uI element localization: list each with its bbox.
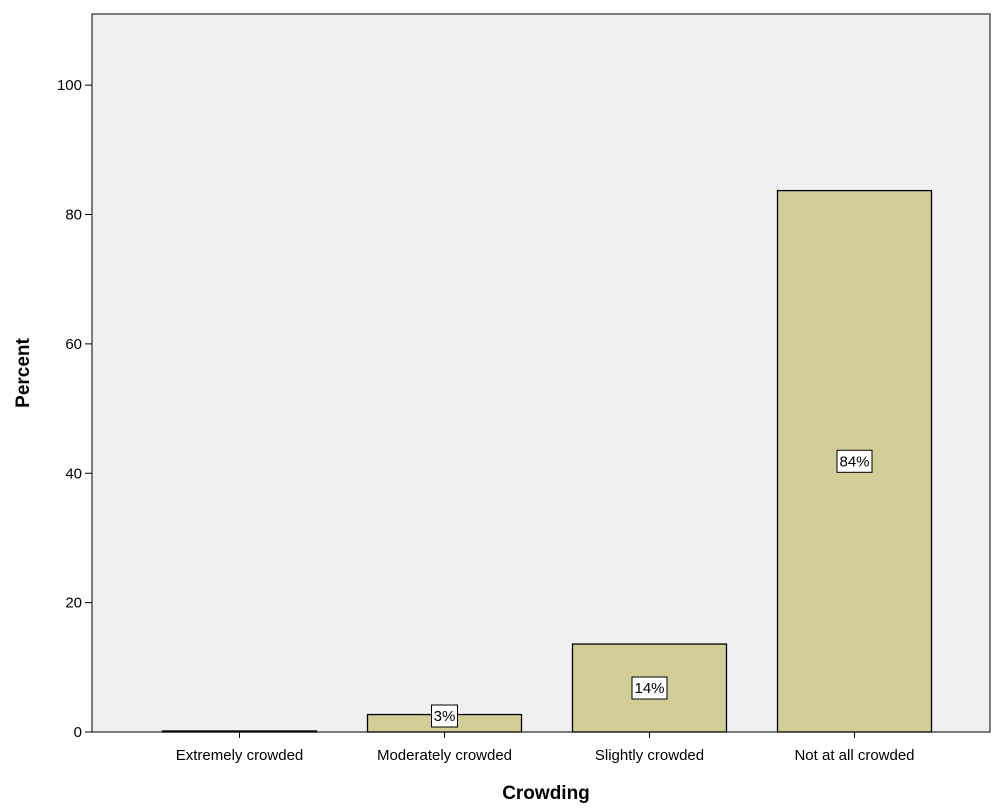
y-tick-label: 40 bbox=[65, 465, 82, 482]
y-tick-label: 100 bbox=[57, 77, 82, 94]
data-label: 14% bbox=[634, 680, 664, 697]
x-category-label: Slightly crowded bbox=[595, 747, 704, 764]
data-label-box bbox=[631, 676, 668, 700]
y-tick-label: 60 bbox=[65, 336, 82, 353]
data-label-box bbox=[431, 704, 458, 728]
x-category-label: Not at all crowded bbox=[794, 747, 914, 764]
y-tick-label: 80 bbox=[65, 207, 82, 224]
data-label: 84% bbox=[839, 453, 869, 470]
x-category-label: Extremely crowded bbox=[176, 747, 304, 764]
data-label: 3% bbox=[434, 708, 456, 725]
x-axis-title: Crowding bbox=[502, 783, 590, 804]
data-label-box bbox=[836, 449, 873, 473]
y-axis: 0 20 40 60 80 100 bbox=[57, 77, 92, 741]
x-axis: Extremely crowded Moderately crowded Sligh… bbox=[176, 732, 915, 764]
bar bbox=[161, 730, 318, 733]
y-axis-title: Percent bbox=[13, 337, 34, 407]
x-category-label: Moderately crowded bbox=[377, 747, 512, 764]
y-tick-label: 20 bbox=[65, 595, 82, 612]
y-tick-label: 0 bbox=[74, 724, 82, 741]
bars: 3% 14% 84% bbox=[161, 189, 933, 733]
